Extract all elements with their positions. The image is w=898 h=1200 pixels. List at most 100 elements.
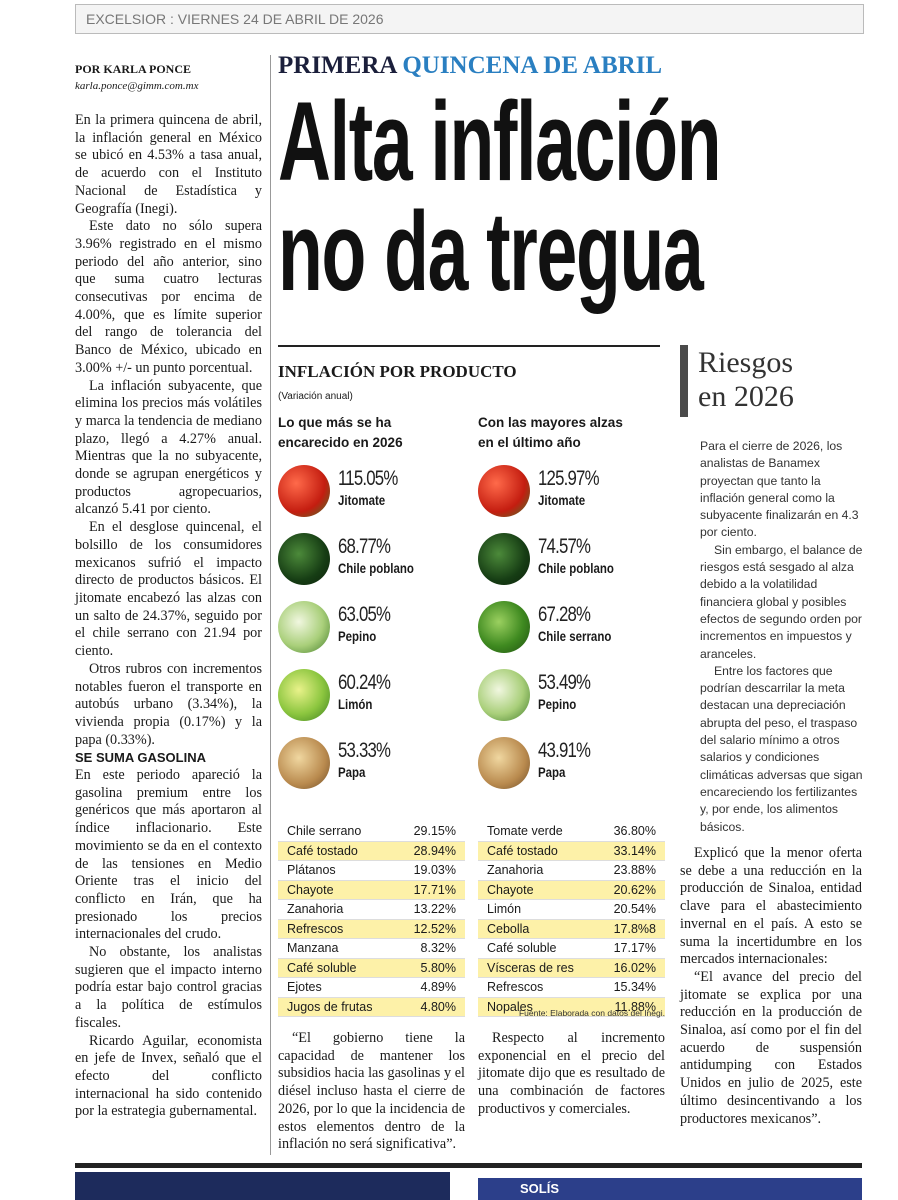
table-row: Jugos de frutas 4.80% xyxy=(278,997,465,1017)
row-value: 19.03% xyxy=(413,863,456,877)
product-value: 115.05% xyxy=(338,467,398,490)
product-name: Limón xyxy=(338,697,373,712)
product-icon xyxy=(478,669,530,721)
sidebar-title-line: en 2026 xyxy=(698,380,794,413)
row-label: Refrescos xyxy=(287,921,344,936)
row-value: 36.80% xyxy=(613,824,656,838)
product-value: 60.24% xyxy=(338,671,391,694)
paragraph: Entre los factores que podrían descarril… xyxy=(700,663,863,834)
row-value: 17.71% xyxy=(413,882,456,897)
row-value: 33.14% xyxy=(613,843,656,858)
table-row: Refrescos 12.52% xyxy=(278,919,465,939)
right-column: Explicó que la menor oferta se debe a un… xyxy=(680,845,862,1128)
kicker-rest: QUINCENA DE ABRIL xyxy=(402,52,663,79)
subhead: SE SUMA GASOLINA xyxy=(75,750,206,766)
paragraph: “El avance del precio del jitomate se ex… xyxy=(680,968,862,1127)
product-name: Chile poblano xyxy=(538,561,614,576)
row-label: Nopales xyxy=(487,999,533,1014)
table-row: Zanahoria 13.22% xyxy=(278,900,465,920)
paragraph: Para el cierre de 2026, los analistas de… xyxy=(700,439,859,540)
product: 60.24% Limón xyxy=(278,669,468,729)
infographic-subtitle: (Variación anual) xyxy=(278,391,353,402)
column-rule xyxy=(270,55,271,1155)
sidebar-title-line: Riesgos xyxy=(698,346,794,379)
paragraph: “El gobierno tiene la capacidad de mante… xyxy=(278,1030,465,1153)
table-row: Manzana 8.32% xyxy=(278,939,465,959)
left-column: En la primera quincena de abril, la infl… xyxy=(75,112,262,1157)
row-label: Café soluble xyxy=(487,941,557,955)
row-value: 12.52% xyxy=(413,921,456,936)
product: 43.91% Papa xyxy=(478,737,668,797)
product-name: Chile serrano xyxy=(538,629,612,644)
table-row: Café soluble 5.80% xyxy=(278,958,465,978)
product: 67.28% Chile serrano xyxy=(478,601,668,661)
product-name: Pepino xyxy=(338,629,377,644)
kicker-lead: PRIMERA xyxy=(278,52,397,79)
row-value: 4.80% xyxy=(420,999,456,1014)
row-value: 28.94% xyxy=(413,843,456,858)
sidebar-text: Para el cierre de 2026, los analistas de… xyxy=(700,438,863,836)
product: 115.05% Jitomate xyxy=(278,465,468,525)
row-label: Tomate verde xyxy=(487,824,563,838)
product-icon xyxy=(278,601,330,653)
product-name: Jitomate xyxy=(338,493,386,508)
table-row: Zanahoria 23.88% xyxy=(478,861,665,881)
product: 63.05% Pepino xyxy=(278,601,468,661)
row-label: Zanahoria xyxy=(487,863,544,877)
row-label: Plátanos xyxy=(287,863,336,877)
table-row: Nopales 11.88% xyxy=(478,997,665,1017)
row-label: Cebolla xyxy=(487,921,530,936)
footer-tab: SOLÍS xyxy=(478,1178,862,1200)
row-value: 16.02% xyxy=(613,960,656,975)
product-value: 74.57% xyxy=(538,535,591,558)
table-row: Café soluble 17.17% xyxy=(478,939,665,959)
row-label: Jugos de frutas xyxy=(287,999,373,1014)
product-value: 68.77% xyxy=(338,535,391,558)
row-value: 4.89% xyxy=(420,980,456,994)
product-icon xyxy=(278,737,330,789)
paragraph: En la primera quincena de abril, la infl… xyxy=(75,112,262,217)
row-value: 15.34% xyxy=(613,980,656,994)
row-value: 20.54% xyxy=(613,902,656,916)
product: 68.77% Chile poblano xyxy=(278,533,468,593)
row-value: 29.15% xyxy=(413,824,456,838)
product-icon xyxy=(278,533,330,585)
headline: Alta inflación xyxy=(278,79,722,204)
product-icon xyxy=(278,669,330,721)
product-value: 53.33% xyxy=(338,739,391,762)
row-value: 8.32% xyxy=(420,941,456,955)
product-name: Papa xyxy=(538,765,566,780)
table-row: Cebolla 17.8%8 xyxy=(478,919,665,939)
bottom-rule xyxy=(75,1163,862,1168)
row-label: Café soluble xyxy=(287,960,357,975)
product-value: 43.91% xyxy=(538,739,591,762)
product-value: 125.97% xyxy=(538,467,600,490)
row-label: Chayote xyxy=(487,882,534,897)
product: 74.57% Chile poblano xyxy=(478,533,668,593)
table-row: Refrescos 15.34% xyxy=(478,978,665,998)
row-value: 20.62% xyxy=(613,882,656,897)
row-label: Chayote xyxy=(287,882,334,897)
table-row: Café tostado 28.94% xyxy=(278,841,465,861)
table-row: Limón 20.54% xyxy=(478,900,665,920)
product-value: 63.05% xyxy=(338,603,391,626)
row-value: 23.88% xyxy=(613,863,656,877)
row-label: Limón xyxy=(487,902,522,916)
row-label: Zanahoria xyxy=(287,902,344,916)
table-row: Café tostado 33.14% xyxy=(478,841,665,861)
product-value: 53.49% xyxy=(538,671,591,694)
product-name: Chile poblano xyxy=(338,561,414,576)
table-row: Tomate verde 36.80% xyxy=(478,822,665,842)
byline: POR KARLA PONCE xyxy=(75,62,192,76)
row-value: 11.88% xyxy=(614,999,656,1014)
footer-label: SOLÍS xyxy=(520,1181,560,1196)
product: 125.97% Jitomate xyxy=(478,465,668,525)
product: 53.49% Pepino xyxy=(478,669,668,729)
paragraph: Ricardo Aguilar, economista en jefe de I… xyxy=(75,1032,262,1120)
product-icon xyxy=(478,601,530,653)
paragraph: En el desglose quincenal, el bolsillo de… xyxy=(75,519,262,660)
headline: no da tregua xyxy=(278,189,704,314)
sidebar-accent xyxy=(680,345,688,417)
paragraph: Respecto al incremento exponencial en el… xyxy=(478,1030,665,1117)
